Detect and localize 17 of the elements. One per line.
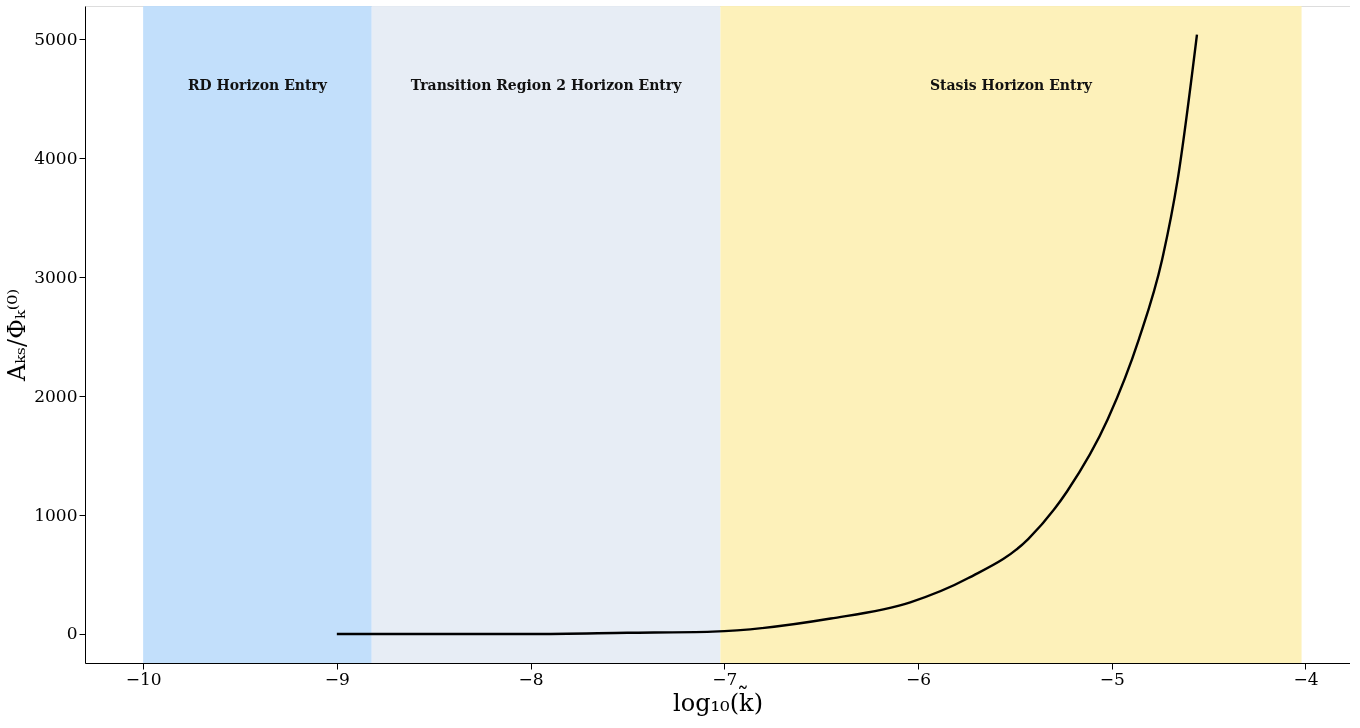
line-series	[335, 33, 1199, 636]
x-tick-label: −4	[1293, 668, 1319, 689]
y-tick-label: 3000	[34, 266, 78, 287]
y-tick-label: 4000	[34, 147, 78, 168]
band-label: Transition Region 2 Horizon Entry	[410, 77, 683, 93]
y-tick-label: 5000	[34, 28, 78, 49]
y-tick-label: 1000	[34, 504, 78, 525]
y-axis-title: Aₖₛ/Φₖ⁽⁰⁾	[3, 288, 32, 383]
x-tick-label: −9	[324, 668, 350, 689]
x-tick-label: −8	[518, 668, 544, 689]
x-tick-label: −10	[125, 668, 162, 689]
band-label: Stasis Horizon Entry	[929, 77, 1093, 93]
x-tick-label: −5	[1099, 668, 1125, 689]
y-tick-label: 2000	[34, 385, 78, 406]
y-tick-label: 0	[66, 623, 78, 644]
band-label: RD Horizon Entry	[187, 77, 328, 93]
x-tick-label: −6	[905, 668, 932, 689]
